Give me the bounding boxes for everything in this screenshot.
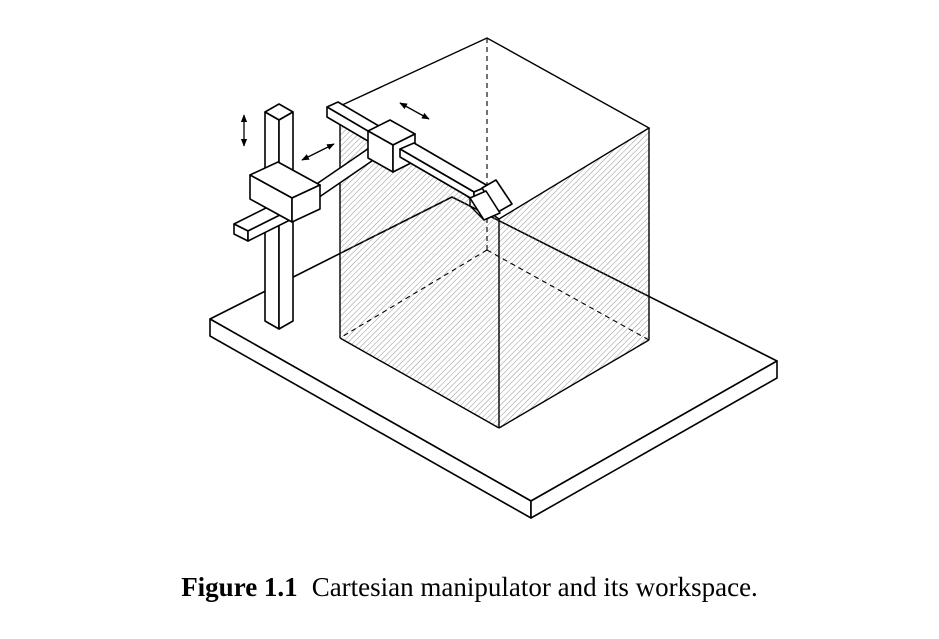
figure-caption: Figure 1.1 Cartesian manipulator and its … [0,572,939,603]
arm-motion-arrow [301,143,335,161]
workspace-box [339,37,651,429]
cartesian-manipulator-diagram [209,37,778,519]
figure-label: Figure 1.1 [181,572,298,602]
vertical-carriage [249,161,321,223]
carriage-motion-arrow [399,102,430,120]
gripper [469,179,513,221]
arm-carriage [326,101,416,173]
caption-text: Cartesian manipulator and its workspace. [311,572,758,602]
